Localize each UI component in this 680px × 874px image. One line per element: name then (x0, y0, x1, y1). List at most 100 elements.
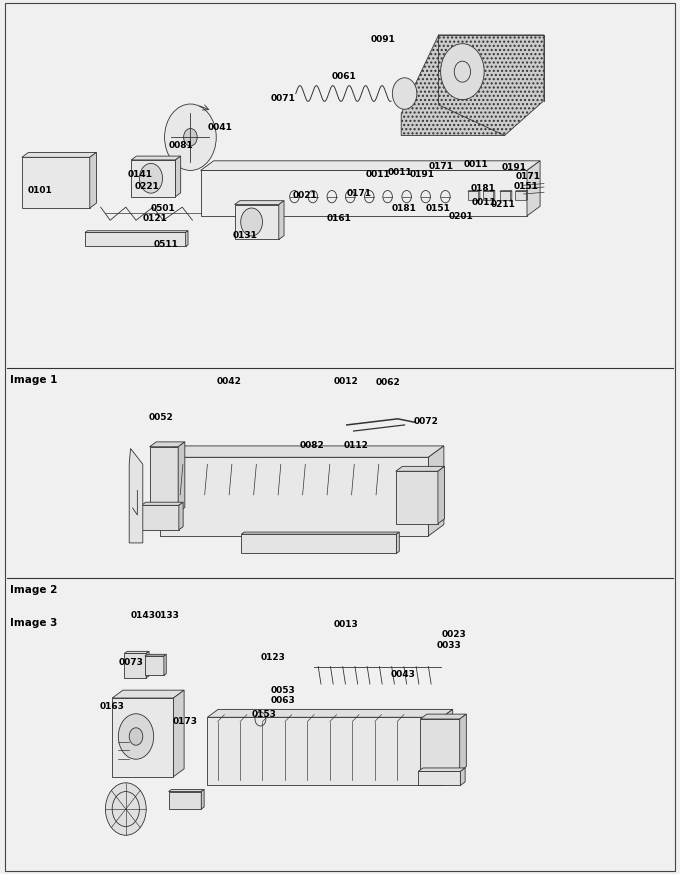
Text: Image 2: Image 2 (10, 585, 58, 595)
Polygon shape (420, 714, 466, 719)
Polygon shape (141, 503, 183, 505)
Polygon shape (207, 718, 442, 786)
Text: 0141: 0141 (128, 170, 153, 179)
Text: 0143: 0143 (131, 611, 156, 620)
Polygon shape (85, 232, 186, 246)
Polygon shape (85, 231, 188, 232)
Text: 0221: 0221 (135, 182, 160, 191)
Circle shape (118, 714, 154, 760)
Text: 0171: 0171 (515, 172, 541, 181)
Text: Image 1: Image 1 (10, 375, 58, 385)
Text: 0011: 0011 (388, 168, 412, 177)
Polygon shape (186, 231, 188, 246)
Text: 0101: 0101 (27, 186, 52, 195)
Polygon shape (438, 467, 445, 524)
Text: 0153: 0153 (252, 711, 277, 719)
Polygon shape (396, 467, 445, 471)
Text: 0201: 0201 (449, 212, 473, 221)
Polygon shape (396, 532, 399, 553)
Text: 0061: 0061 (332, 73, 356, 81)
Polygon shape (442, 710, 453, 786)
Polygon shape (418, 768, 465, 772)
Polygon shape (145, 655, 166, 656)
Text: 0012: 0012 (333, 377, 358, 385)
Polygon shape (418, 772, 460, 786)
Polygon shape (150, 442, 185, 447)
Text: 0073: 0073 (118, 658, 143, 667)
Polygon shape (124, 654, 146, 678)
Text: 0082: 0082 (299, 441, 324, 450)
Circle shape (129, 728, 143, 746)
Text: 0042: 0042 (216, 377, 241, 385)
Polygon shape (494, 191, 495, 200)
Text: 0052: 0052 (148, 413, 173, 422)
Polygon shape (112, 698, 173, 777)
Text: 0041: 0041 (207, 123, 233, 132)
Text: 0163: 0163 (99, 702, 124, 711)
Polygon shape (175, 156, 181, 197)
Polygon shape (526, 191, 528, 200)
Text: 0131: 0131 (233, 232, 258, 240)
Text: 0501: 0501 (151, 204, 175, 212)
Text: 0043: 0043 (390, 670, 415, 679)
Text: 0091: 0091 (371, 35, 396, 44)
Text: 0123: 0123 (261, 653, 286, 662)
Circle shape (139, 163, 163, 193)
Text: 0011: 0011 (366, 170, 390, 179)
Text: 0151: 0151 (513, 182, 539, 191)
Polygon shape (131, 156, 181, 160)
Text: 0011: 0011 (471, 198, 496, 207)
Polygon shape (150, 447, 178, 512)
Polygon shape (169, 792, 201, 809)
Polygon shape (483, 191, 494, 200)
Polygon shape (428, 446, 444, 536)
Polygon shape (124, 651, 149, 654)
Text: 0062: 0062 (375, 378, 400, 387)
Text: 0171: 0171 (428, 162, 454, 170)
Polygon shape (241, 534, 396, 553)
Polygon shape (235, 201, 284, 205)
Text: 0133: 0133 (155, 611, 180, 620)
Text: Image 3: Image 3 (10, 618, 58, 628)
Circle shape (392, 78, 417, 109)
Polygon shape (112, 690, 184, 698)
Polygon shape (460, 714, 466, 772)
Text: 0023: 0023 (442, 630, 466, 639)
Text: 0071: 0071 (271, 94, 296, 103)
Polygon shape (401, 35, 544, 135)
Text: 0072: 0072 (413, 417, 439, 426)
Circle shape (165, 104, 216, 170)
Polygon shape (141, 505, 179, 530)
Polygon shape (201, 161, 540, 170)
Polygon shape (178, 442, 185, 512)
Text: 0081: 0081 (169, 141, 193, 149)
Polygon shape (90, 152, 97, 208)
Text: 0511: 0511 (154, 240, 179, 249)
Text: 0191: 0191 (502, 163, 527, 172)
Text: 0033: 0033 (437, 641, 461, 649)
Polygon shape (145, 656, 164, 676)
Text: 0121: 0121 (143, 214, 168, 223)
Polygon shape (160, 457, 428, 536)
Polygon shape (279, 201, 284, 239)
Text: 0181: 0181 (471, 184, 496, 193)
Polygon shape (207, 710, 453, 718)
Polygon shape (500, 191, 511, 200)
Polygon shape (396, 471, 438, 524)
Text: 0173: 0173 (173, 718, 198, 726)
Circle shape (441, 44, 484, 100)
Polygon shape (479, 191, 480, 200)
Circle shape (241, 208, 262, 236)
Polygon shape (460, 768, 465, 786)
Polygon shape (173, 690, 184, 777)
Text: 0161: 0161 (326, 214, 352, 223)
Polygon shape (179, 503, 183, 530)
Polygon shape (22, 152, 97, 157)
Polygon shape (131, 160, 175, 197)
Polygon shape (146, 651, 149, 678)
Text: 0013: 0013 (333, 621, 358, 629)
Polygon shape (160, 446, 444, 457)
Polygon shape (527, 161, 540, 216)
Text: 0063: 0063 (271, 697, 295, 705)
Text: 0151: 0151 (426, 204, 451, 212)
